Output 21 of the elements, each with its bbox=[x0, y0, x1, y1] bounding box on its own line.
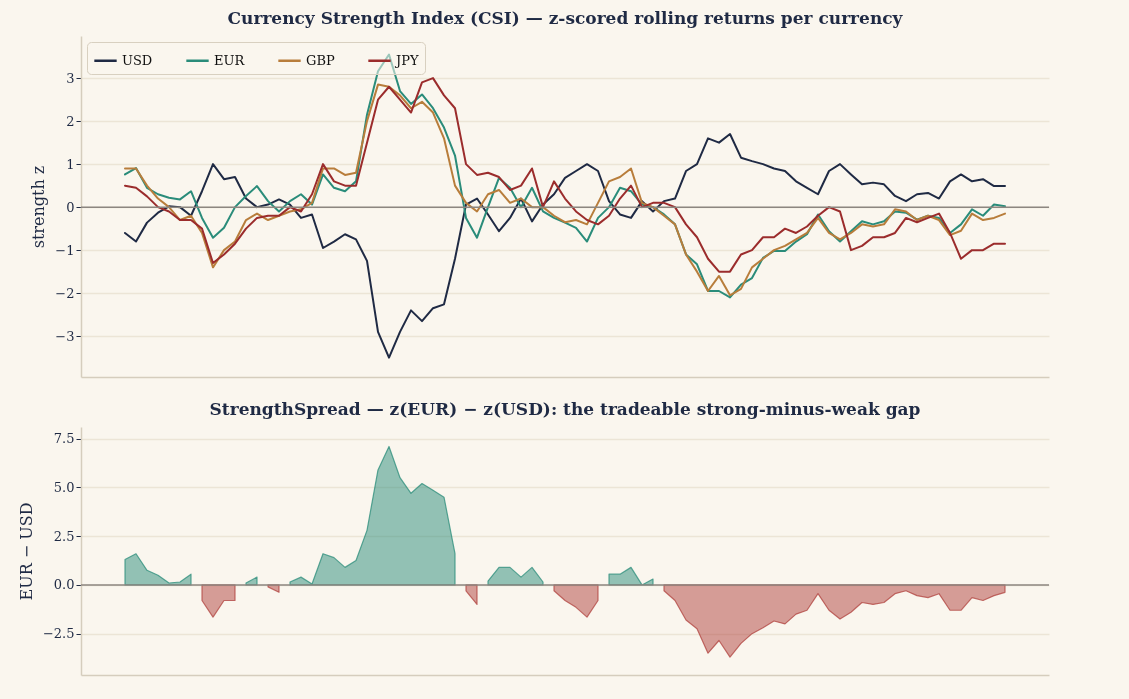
y-tick-label: 1 bbox=[66, 156, 75, 172]
y-tick-label: 5.0 bbox=[53, 479, 75, 495]
y-tick-label: −1 bbox=[55, 242, 75, 258]
y-tick-label: 0.0 bbox=[53, 577, 75, 593]
line-series bbox=[124, 133, 1006, 359]
y-tick-label: 7.5 bbox=[53, 431, 75, 447]
legend-label: EUR bbox=[214, 52, 246, 68]
y-tick-label: 2.5 bbox=[53, 528, 75, 544]
y-tick-label: −2 bbox=[55, 285, 75, 301]
legend-label: GBP bbox=[306, 52, 335, 68]
y-axis-title: EUR − USD bbox=[16, 502, 36, 601]
y-tick-label: 0 bbox=[66, 199, 75, 215]
y-tick-label: 2 bbox=[66, 113, 75, 129]
chart-title: Currency Strength Index (CSI) — z-scored rolling returns per currency bbox=[227, 8, 904, 28]
y-tick-label: 3 bbox=[66, 70, 75, 86]
legend-label: USD bbox=[122, 52, 153, 68]
y-tick-label: −2.5 bbox=[42, 626, 75, 642]
y-axis-title: strength z bbox=[29, 165, 49, 249]
legend-label: JPY bbox=[394, 52, 419, 68]
chart-title: StrengthSpread — z(EUR) − z(USD): the tradeable strong-minus-weak gap bbox=[209, 399, 921, 419]
y-tick-label: −3 bbox=[55, 328, 75, 344]
